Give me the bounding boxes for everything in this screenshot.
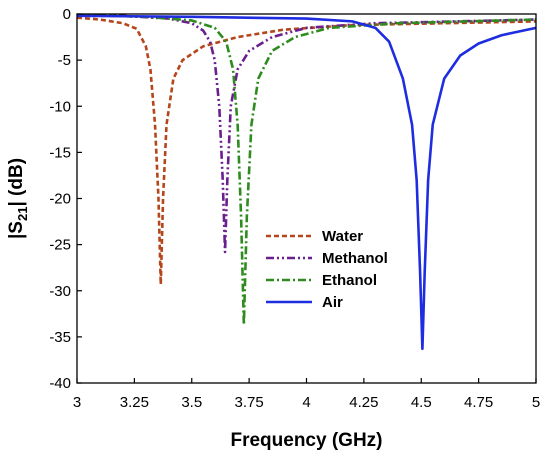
y-tick-label: -30 (49, 283, 71, 300)
x-tick-label: 4.75 (464, 394, 493, 411)
series-line-ethanol (76, 13, 537, 327)
x-tick-label: 3.25 (120, 394, 149, 411)
legend: Water Methanol Ethanol Air (266, 228, 388, 311)
legend-label-ethanol: Ethanol (322, 272, 377, 289)
legend-label-water: Water (322, 228, 363, 245)
y-tick-label: -40 (49, 375, 71, 392)
series-layer (76, 13, 537, 351)
y-axis-title-subscript: 21 (15, 207, 30, 221)
x-tick-label: 3.5 (181, 394, 202, 411)
y-tick-label: -25 (49, 237, 71, 254)
x-tick-label: 4.5 (411, 394, 432, 411)
series-line-methanol (76, 13, 537, 254)
y-axis-title-main: |S (6, 221, 27, 239)
tick-layer: 3 3.25 3.5 3.75 4 4.25 4.5 4.75 5 0 -5 -10 -15 -20 -25… (49, 6, 540, 411)
plot-frame (76, 13, 537, 384)
x-tick-label: 4.25 (349, 394, 378, 411)
legend-label-air: Air (322, 294, 343, 311)
x-tick-label: 3.75 (235, 394, 264, 411)
y-tick-label: -10 (49, 98, 71, 115)
x-axis-title: Frequency (GHz) (230, 430, 382, 451)
legend-label-methanol: Methanol (322, 250, 388, 267)
y-tick-label: -5 (58, 52, 71, 69)
x-tick-label: 4 (302, 394, 310, 411)
y-tick-label: -20 (49, 191, 71, 208)
series-line-air (76, 14, 537, 351)
y-axis-title: |S21| (dB) (6, 158, 30, 239)
y-tick-label: -15 (49, 144, 71, 161)
y-tick-label: 0 (63, 6, 71, 23)
y-axis-title-tail: | (dB) (6, 158, 27, 207)
y-tick-label: -35 (49, 329, 71, 346)
x-tick-label: 5 (532, 394, 540, 411)
series-line-water (76, 16, 537, 286)
x-tick-label: 3 (73, 394, 81, 411)
